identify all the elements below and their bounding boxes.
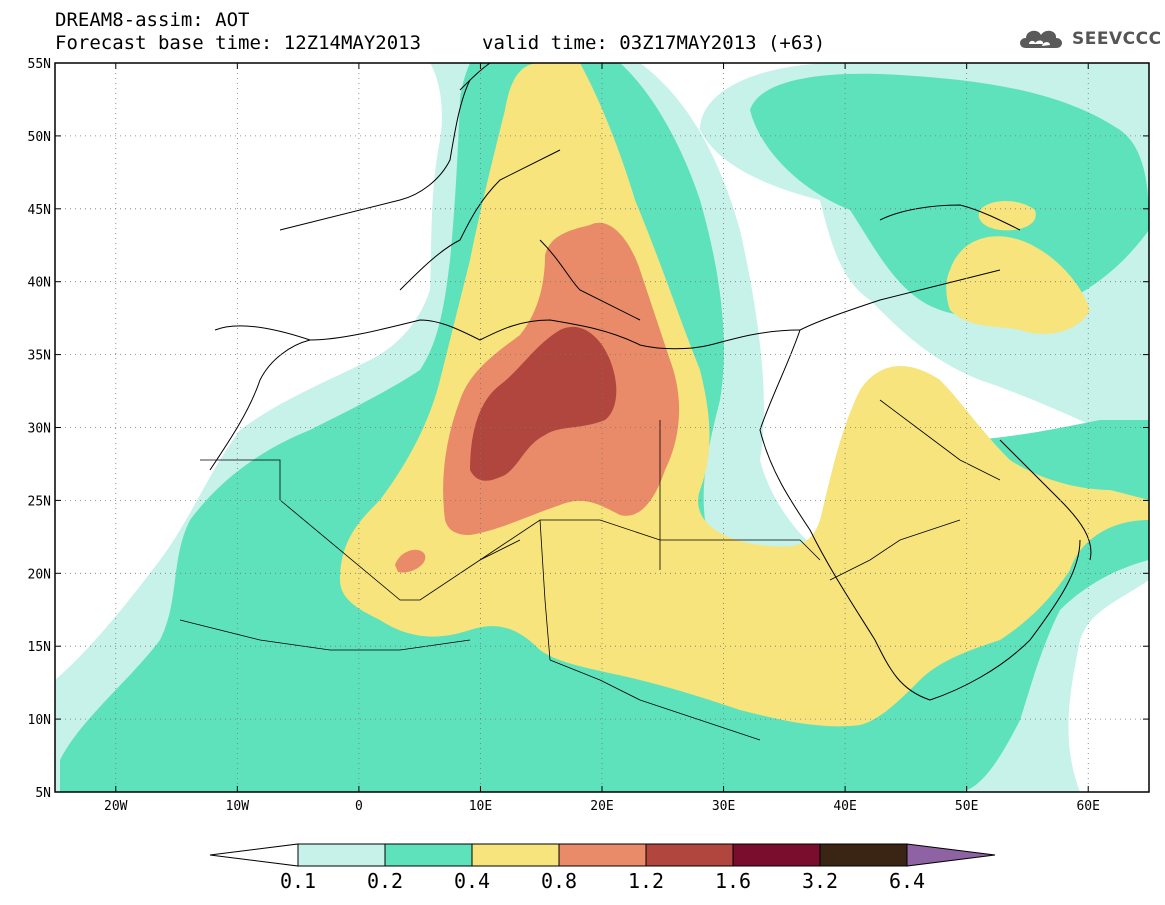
colorbar-swatch	[384, 843, 473, 867]
lat-label: 55N	[28, 57, 51, 72]
colorbar-swatch	[297, 843, 386, 867]
contour-0.2-north	[750, 73, 1149, 317]
lon-label: 60E	[1076, 799, 1099, 814]
contour-1.2	[470, 326, 617, 481]
contour-0.4-caspian	[978, 201, 1036, 231]
logo-text: SEEVCCC	[1072, 29, 1162, 49]
lat-label: 35N	[28, 349, 51, 364]
forecast-base-time: Forecast base time: 12Z14MAY2013	[55, 32, 422, 54]
lon-labels: 20W 10W 0 10E 20E 30E 40E 50E 60E	[104, 799, 1100, 814]
aot-contours	[55, 63, 1149, 792]
colorbar-swatch	[819, 843, 908, 867]
lat-label: 10N	[28, 713, 51, 728]
lat-label: 40N	[28, 276, 51, 291]
contour-0.4-east	[946, 236, 1090, 334]
colorbar-label: 3.2	[802, 869, 838, 893]
colorbar-label: 0.4	[454, 869, 490, 893]
lon-label: 40E	[833, 799, 856, 814]
lat-label: 20N	[28, 567, 51, 582]
colorbar-label: 0.1	[280, 869, 316, 893]
lat-label: 5N	[35, 786, 51, 801]
lon-label: 0	[355, 799, 363, 814]
lat-label: 30N	[28, 422, 51, 437]
borders	[179, 399, 1001, 741]
lat-label: 15N	[28, 640, 51, 655]
colorbar-arrow-low	[209, 843, 299, 867]
colorbar-label: 1.6	[715, 869, 751, 893]
lat-label: 50N	[28, 130, 51, 145]
colorbar-swatch	[645, 843, 734, 867]
axis-ticks	[55, 62, 1149, 793]
colorbar-swatch	[471, 843, 560, 867]
colorbar-arrow-high	[906, 843, 996, 867]
colorbar-label: 0.2	[367, 869, 403, 893]
lon-label: 10E	[469, 799, 492, 814]
lon-label: 10W	[226, 799, 250, 814]
logo: SEEVCCC	[1016, 24, 1162, 54]
colorbar-swatch	[558, 843, 647, 867]
lon-label: 20W	[104, 799, 128, 814]
lat-labels: 55N 50N 45N 40N 35N 30N 25N 20N 15N 10N 5N	[28, 57, 51, 801]
valid-time: valid time: 03Z17MAY2013 (+63)	[482, 32, 826, 54]
contour-0.8-spot	[395, 549, 426, 573]
cloud-icon	[1020, 30, 1062, 48]
lat-label: 45N	[28, 203, 51, 218]
lon-label: 30E	[712, 799, 735, 814]
colorbar-label: 6.4	[889, 869, 925, 893]
colorbar-label: 0.8	[541, 869, 577, 893]
lon-label: 20E	[590, 799, 613, 814]
map-title: DREAM8-assim: AOT	[55, 9, 250, 31]
lat-label: 25N	[28, 494, 51, 509]
coastlines	[209, 62, 1092, 701]
lon-label: 50E	[955, 799, 978, 814]
colorbar-label: 1.2	[628, 869, 664, 893]
colorbar: 0.1 0.2 0.4 0.8 1.2 1.6 3.2 6.4	[209, 843, 996, 893]
colorbar-swatch	[732, 843, 821, 867]
